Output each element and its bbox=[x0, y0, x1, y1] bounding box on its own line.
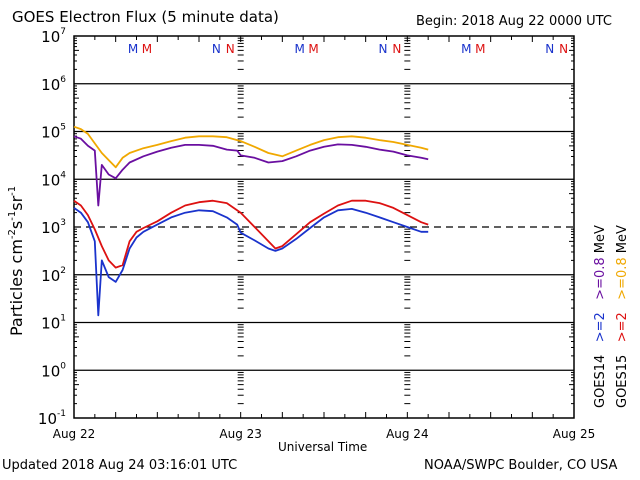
legend-entry: GOES15 >=2 >=0.8 MeV bbox=[615, 225, 630, 408]
y-tick-label: 10-1 bbox=[38, 409, 66, 428]
y-tick-label: 104 bbox=[41, 170, 66, 189]
satellite-position-marker: M bbox=[142, 42, 152, 56]
begin-time-label: Begin: 2018 Aug 22 0000 UTC bbox=[416, 14, 612, 29]
satellite-position-marker: M bbox=[461, 42, 471, 56]
y-tick-label: 100 bbox=[41, 361, 66, 380]
satellite-position-marker: N bbox=[392, 42, 401, 56]
series-line bbox=[73, 207, 429, 317]
x-tick-label: Aug 25 bbox=[553, 427, 596, 441]
legend-entry: GOES14 >=2 >=0.8 MeV bbox=[593, 225, 608, 408]
credit-label: NOAA/SWPC Boulder, CO USA bbox=[424, 458, 618, 473]
chart-title: GOES Electron Flux (5 minute data) bbox=[12, 8, 279, 26]
y-tick-label: 105 bbox=[41, 123, 66, 142]
y-axis-label: Particles cm-2s-1sr-1 bbox=[7, 186, 26, 336]
y-tick-label: 103 bbox=[41, 218, 66, 237]
y-tick-label: 106 bbox=[41, 75, 66, 94]
series-line bbox=[73, 199, 429, 269]
y-tick-label: 101 bbox=[41, 314, 66, 333]
x-axis-label: Universal Time bbox=[278, 440, 368, 454]
series-line bbox=[73, 125, 429, 169]
satellite-position-marker: M bbox=[475, 42, 485, 56]
x-tick-label: Aug 22 bbox=[53, 427, 96, 441]
satellite-position-marker: N bbox=[212, 42, 221, 56]
satellite-position-marker: N bbox=[226, 42, 235, 56]
satellite-position-marker: N bbox=[545, 42, 554, 56]
series-line bbox=[73, 135, 429, 207]
satellite-position-marker: M bbox=[295, 42, 305, 56]
y-tick-label: 102 bbox=[41, 266, 66, 285]
satellite-position-marker: N bbox=[559, 42, 568, 56]
updated-timestamp: Updated 2018 Aug 24 03:16:01 UTC bbox=[2, 458, 238, 473]
y-tick-label: 107 bbox=[41, 27, 66, 46]
satellite-position-marker: M bbox=[128, 42, 138, 56]
satellite-position-marker: N bbox=[379, 42, 388, 56]
satellite-position-marker: M bbox=[308, 42, 318, 56]
x-tick-label: Aug 24 bbox=[386, 427, 429, 441]
x-tick-label: Aug 23 bbox=[219, 427, 262, 441]
